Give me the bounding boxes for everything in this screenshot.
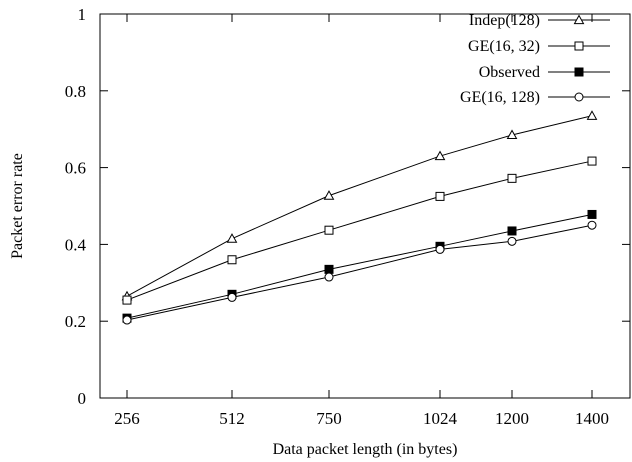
data-point xyxy=(507,236,517,246)
x-tick-label: 1200 xyxy=(495,409,529,428)
data-point xyxy=(323,190,335,200)
data-point xyxy=(122,295,132,305)
x-tick-label: 1400 xyxy=(575,409,609,428)
legend-label: Indep(128) xyxy=(469,12,540,29)
y-tick-label: 0.8 xyxy=(65,82,86,101)
y-tick-label: 0.6 xyxy=(65,159,86,178)
data-point xyxy=(122,315,132,325)
data-point xyxy=(434,150,446,161)
legend: Indep(128) GE(16, 32) Observed GE(16, 128) xyxy=(460,12,610,106)
data-point xyxy=(324,272,334,282)
data-point xyxy=(587,156,597,166)
series-line xyxy=(126,213,593,319)
data-point xyxy=(227,292,237,302)
series-line xyxy=(126,115,593,297)
data-point xyxy=(435,191,445,201)
plot-frame xyxy=(99,13,631,399)
series-group xyxy=(121,110,598,325)
legend-item: GE(16, 32) xyxy=(468,38,610,55)
data-point xyxy=(507,173,517,183)
x-tick-label: 256 xyxy=(114,409,140,428)
legend-item: Observed xyxy=(479,64,610,81)
data-point xyxy=(507,226,517,236)
data-point xyxy=(435,244,445,254)
x-tick-label: 512 xyxy=(219,409,245,428)
data-point xyxy=(587,209,597,219)
legend-marker xyxy=(574,67,584,77)
legend-marker xyxy=(574,92,584,102)
data-point xyxy=(586,110,598,120)
y-axis: 0 0.2 0.4 0.6 0.8 1 xyxy=(65,5,630,408)
legend-label: GE(16, 32) xyxy=(468,38,540,55)
y-axis-label: Packet error rate xyxy=(9,153,26,259)
y-tick-label: 1 xyxy=(78,5,87,24)
y-tick-label: 0.4 xyxy=(65,235,87,254)
legend-marker xyxy=(573,14,585,25)
x-tick-label: 750 xyxy=(316,409,342,428)
y-tick-label: 0 xyxy=(78,389,87,408)
data-point xyxy=(587,220,597,230)
legend-label: Observed xyxy=(479,64,540,81)
legend-item: Indep(128) xyxy=(469,12,610,29)
data-point xyxy=(506,129,518,140)
legend-label: GE(16, 128) xyxy=(460,89,540,106)
x-axis: 256 512 750 1024 1200 1400 xyxy=(114,14,609,428)
data-point xyxy=(226,233,238,243)
series-0 xyxy=(121,110,598,301)
legend-item: GE(16, 128) xyxy=(460,89,610,106)
series-1 xyxy=(122,156,597,305)
series-3 xyxy=(122,220,597,325)
data-point xyxy=(324,225,334,235)
x-tick-label: 1024 xyxy=(423,409,458,428)
data-point xyxy=(227,255,237,265)
legend-marker xyxy=(574,41,584,51)
x-axis-label: Data packet length (in bytes) xyxy=(273,441,458,458)
y-tick-label: 0.2 xyxy=(65,312,86,331)
data-point xyxy=(324,264,334,274)
series-line xyxy=(126,160,593,301)
series-line xyxy=(126,224,593,321)
